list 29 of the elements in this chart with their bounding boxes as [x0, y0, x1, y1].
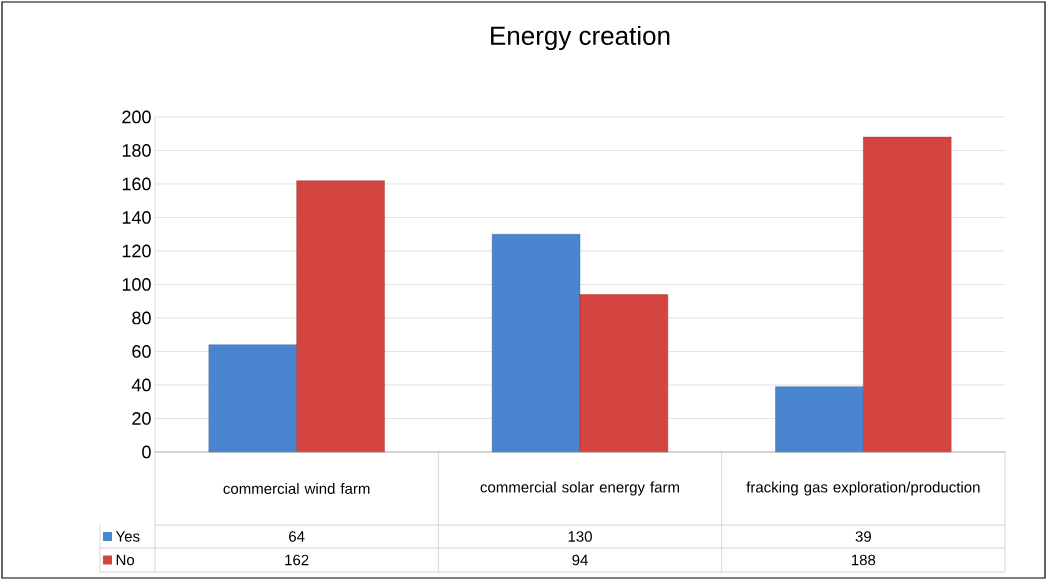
chart-title: Energy creation [491, 25, 670, 51]
data-label: 39 [855, 531, 871, 542]
y-tick-label: 160 [122, 177, 151, 191]
bar [208, 344, 297, 453]
legend-label: No [116, 554, 135, 566]
y-tick-label: 80 [132, 311, 151, 325]
y-tick-label: 60 [132, 345, 151, 358]
data-label: 188 [851, 554, 876, 566]
x-tick-label: commercial wind farm [223, 482, 370, 494]
y-tick-label: 40 [131, 378, 151, 392]
data-label: 162 [285, 554, 309, 566]
bar [775, 386, 864, 453]
y-tick-label: 100 [122, 278, 151, 291]
x-tick-label: commercial solar energy farm [480, 481, 679, 496]
y-tick-label: 180 [122, 144, 151, 157]
y-tick-label: 200 [122, 110, 151, 124]
y-tick-label: 20 [132, 412, 151, 425]
bar [491, 234, 581, 453]
bar [296, 180, 385, 453]
data-label: 64 [289, 531, 305, 542]
x-tick-label: fracking gas exploration/production [746, 481, 980, 496]
y-tick-label: 120 [122, 244, 151, 258]
data-label: 94 [572, 554, 588, 566]
bar [863, 136, 952, 453]
bar [579, 294, 669, 453]
data-label: 130 [568, 531, 592, 542]
y-tick-label: 140 [122, 211, 151, 224]
legend-label: Yes [115, 531, 140, 542]
y-tick-label: 0 [142, 445, 151, 459]
